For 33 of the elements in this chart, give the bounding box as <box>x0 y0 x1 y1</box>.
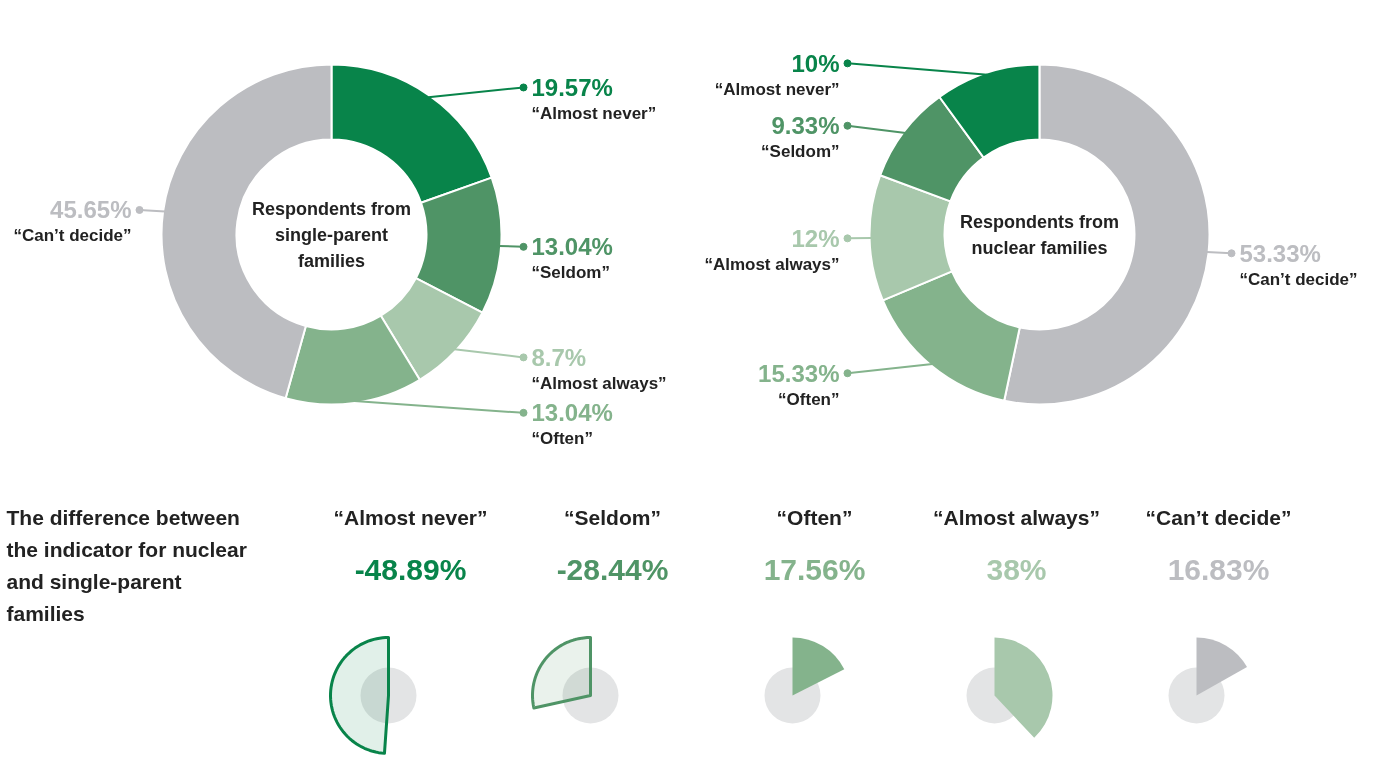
legend-label: “Often” <box>778 389 840 409</box>
legend-label: “Can’t decide” <box>1239 269 1358 289</box>
data-label: -48.89% <box>354 553 467 586</box>
category-label: “Seldom” <box>564 506 661 529</box>
data-label: 8.7% <box>531 343 587 371</box>
legend-label: “Often” <box>531 429 593 449</box>
text: The difference between the indicator for nuclear and single-parent families <box>6 506 247 625</box>
legend-label: “Almost always” <box>704 254 840 274</box>
category-label: “Almost always” <box>933 506 1100 529</box>
data-label: 15.33% <box>758 359 840 387</box>
data-label: 38% <box>986 553 1047 586</box>
data-label: 16.83% <box>1167 553 1270 586</box>
text: Respondents from single-parent families <box>251 198 412 271</box>
legend-label: “Almost never” <box>714 79 840 99</box>
data-label: 10% <box>791 49 840 77</box>
data-label: 45.65% <box>50 196 132 224</box>
data-label: 13.04% <box>531 233 613 261</box>
category-label: “Often” <box>776 506 853 529</box>
legend-label: “Can’t decide” <box>13 226 132 246</box>
legend-label: “Seldom” <box>761 142 840 162</box>
legend-label: “Seldom” <box>531 263 610 283</box>
legend-label: “Almost always” <box>531 373 667 393</box>
slice-label: “Can’t decide” <box>1145 506 1292 529</box>
data-label: 9.33% <box>771 112 840 140</box>
data-label: 17.56% <box>763 553 866 586</box>
legend-label: “Almost never” <box>531 103 657 123</box>
data-label: -28.44% <box>556 553 669 586</box>
data-label: 19.57% <box>531 73 613 101</box>
text: Respondents from nuclear families <box>959 211 1120 258</box>
data-label: 53.33% <box>1239 239 1321 267</box>
data-label: 12% <box>791 224 840 252</box>
data-label: 13.04% <box>531 399 613 427</box>
category-label: “Almost never” <box>333 506 488 529</box>
